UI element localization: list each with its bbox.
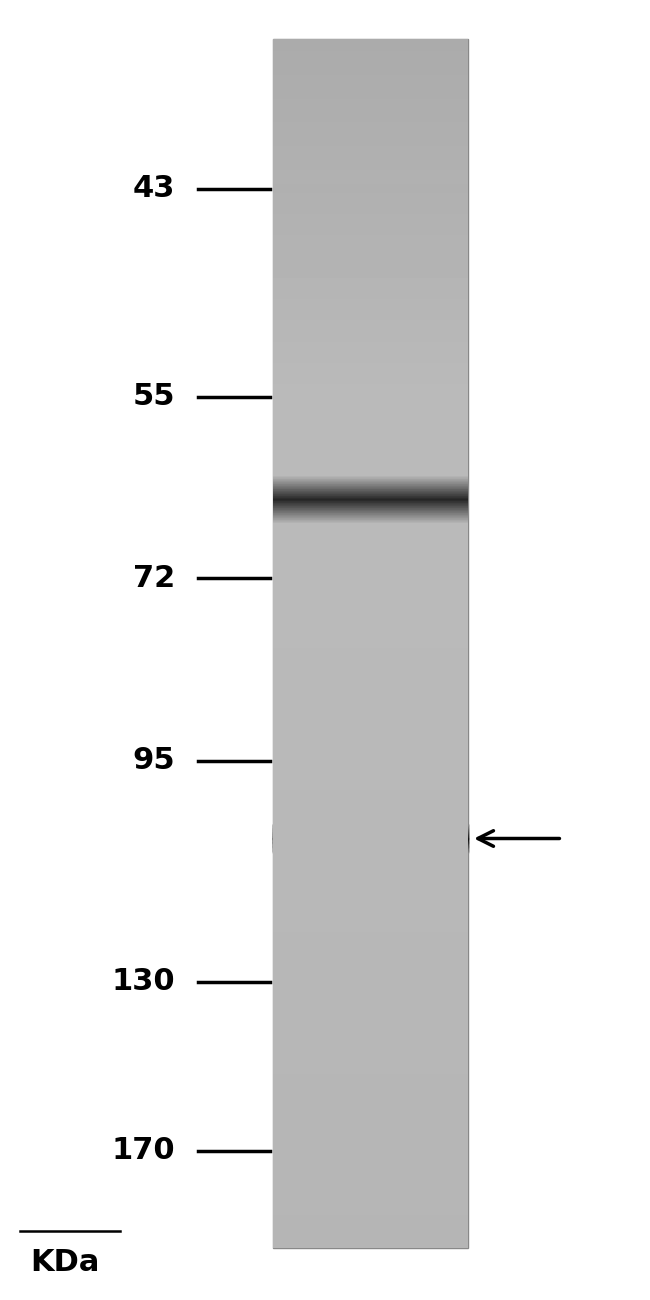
Text: 95: 95: [133, 746, 176, 775]
Text: 170: 170: [112, 1136, 176, 1165]
Text: KDa: KDa: [31, 1248, 99, 1277]
Text: 43: 43: [133, 174, 176, 203]
Text: 130: 130: [112, 967, 176, 996]
Text: 72: 72: [133, 564, 176, 593]
Text: 55: 55: [133, 382, 176, 411]
Bar: [273, 39, 468, 1248]
Text: A: A: [359, 1222, 382, 1254]
